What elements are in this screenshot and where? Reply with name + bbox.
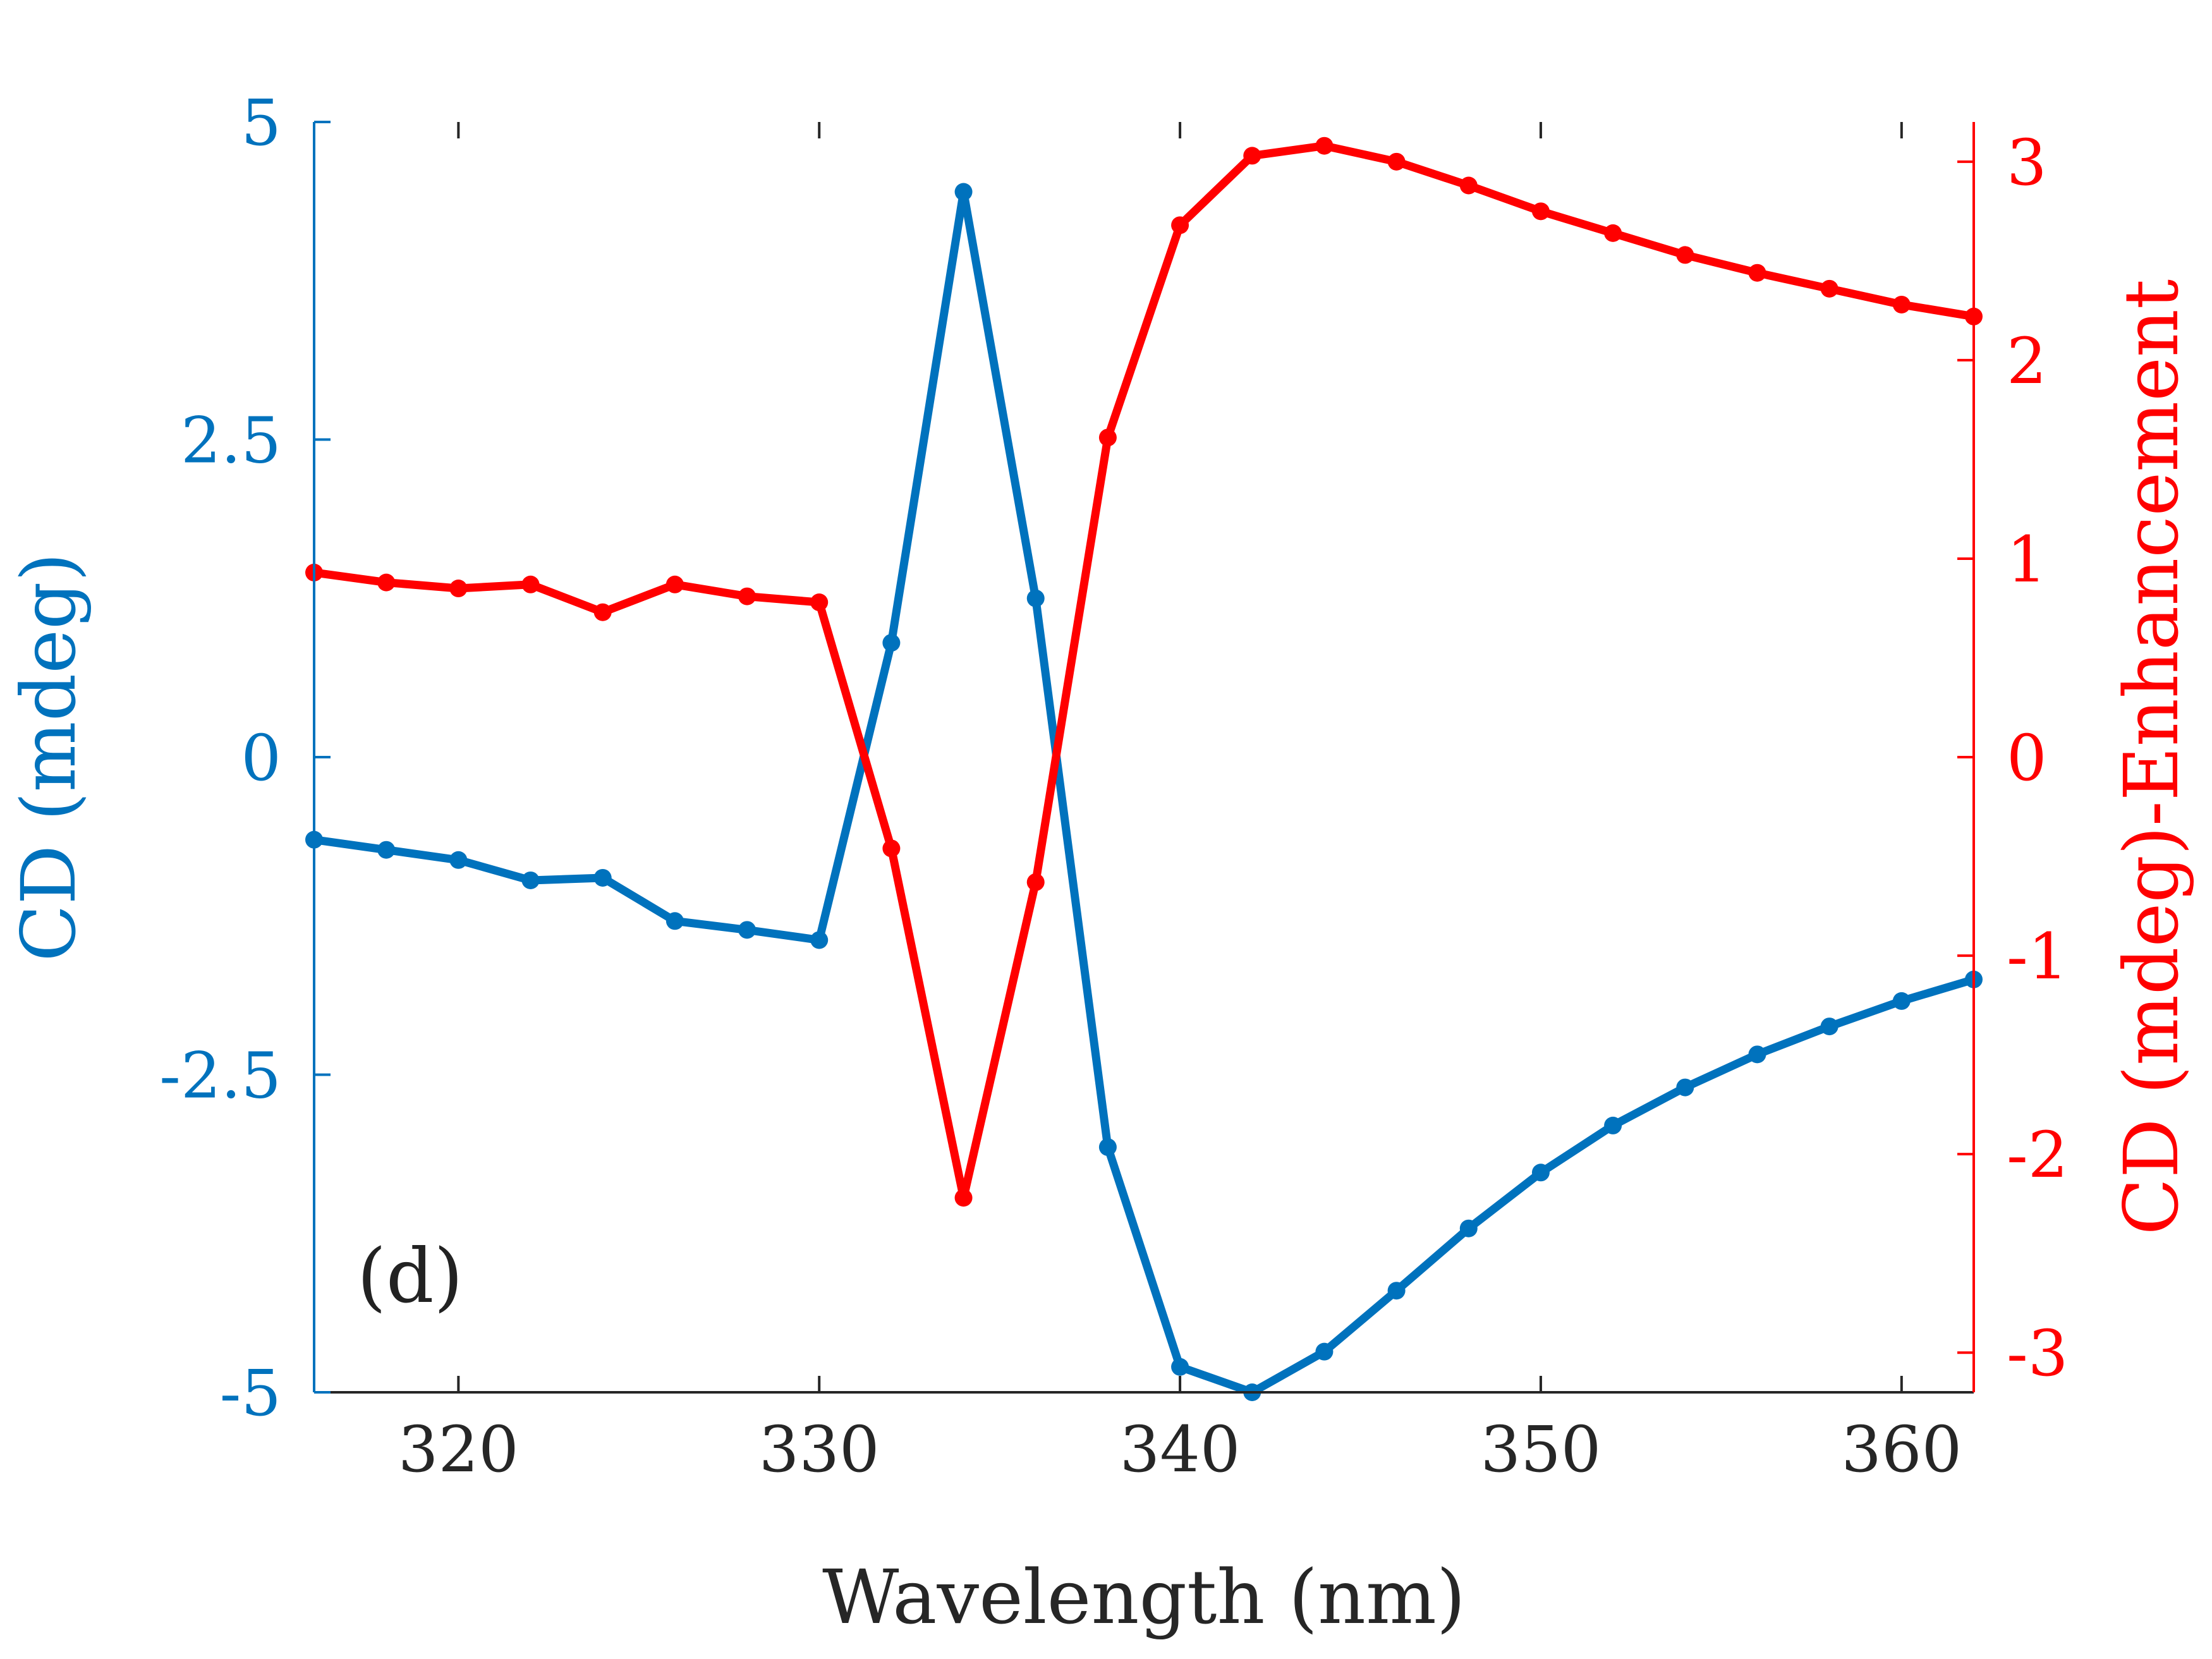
data-point-cd-enhancement xyxy=(1387,152,1406,171)
x-tick-label: 360 xyxy=(1841,1413,1962,1486)
left-axis-title: CD (mdeg) xyxy=(5,552,92,961)
data-point-cd-mdeg xyxy=(1676,1078,1694,1097)
x-axis-title: Wavelength (nm) xyxy=(822,1553,1466,1641)
data-point-cd-mdeg xyxy=(738,921,757,939)
data-point-cd-mdeg xyxy=(1531,1164,1550,1182)
x-tick-label: 340 xyxy=(1120,1413,1241,1486)
data-point-cd-enhancement xyxy=(449,580,468,598)
right-tick-label: 0 xyxy=(2007,721,2047,795)
left-tick-label: -2.5 xyxy=(159,1039,281,1113)
panel-label: (d) xyxy=(357,1232,463,1320)
right-tick-label: -2 xyxy=(2007,1118,2068,1192)
data-point-cd-mdeg xyxy=(1387,1282,1406,1300)
x-tick-label: 350 xyxy=(1481,1413,1601,1486)
data-point-cd-enhancement xyxy=(1098,428,1117,447)
data-point-cd-enhancement xyxy=(738,587,757,605)
data-point-cd-enhancement xyxy=(954,1189,973,1207)
data-point-cd-mdeg xyxy=(1171,1358,1189,1376)
x-tick-label: 320 xyxy=(398,1413,519,1486)
data-point-cd-enhancement xyxy=(1820,279,1838,298)
data-point-cd-mdeg xyxy=(1820,1018,1838,1036)
data-point-cd-enhancement xyxy=(665,575,684,593)
left-tick-label: 0 xyxy=(241,721,281,795)
data-point-cd-enhancement xyxy=(1748,264,1766,282)
x-tick-label: 330 xyxy=(759,1413,880,1486)
data-point-cd-enhancement xyxy=(1676,246,1694,264)
left-tick-label: 5 xyxy=(241,86,281,160)
data-point-cd-mdeg xyxy=(882,634,901,652)
data-point-cd-mdeg xyxy=(954,183,973,201)
data-point-cd-enhancement xyxy=(810,593,829,612)
data-point-cd-enhancement xyxy=(1026,873,1045,891)
ticks-layer: 320 330 340 350 360 -5 -2.5 0 2.5 5 -3 -2 -1 0 1 2 3 xyxy=(159,86,2068,1486)
data-point-cd-mdeg xyxy=(1315,1342,1334,1361)
data-point-cd-mdeg xyxy=(1026,589,1045,607)
data-point-cd-enhancement xyxy=(521,575,540,593)
data-point-cd-mdeg xyxy=(1892,992,1911,1010)
data-point-cd-mdeg xyxy=(1098,1138,1117,1157)
data-point-cd-mdeg xyxy=(593,868,612,887)
data-point-cd-enhancement xyxy=(1892,295,1911,313)
right-tick-label: 2 xyxy=(2007,324,2047,398)
data-point-cd-enhancement xyxy=(1315,137,1334,155)
data-point-cd-enhancement xyxy=(1531,202,1550,221)
series-line-cd-mdeg xyxy=(310,188,1978,1397)
left-tick-label: -5 xyxy=(220,1356,281,1430)
plot-background xyxy=(314,122,1974,1392)
data-point-cd-mdeg xyxy=(449,851,468,869)
data-point-cd-enhancement xyxy=(1243,147,1261,165)
series-line-cd-enhancement xyxy=(310,142,1978,1202)
data-point-cd-mdeg xyxy=(1459,1219,1478,1237)
data-point-cd-enhancement xyxy=(377,573,396,592)
right-tick-label: 3 xyxy=(2007,126,2047,200)
data-point-cd-enhancement xyxy=(882,839,901,858)
data-point-cd-enhancement xyxy=(593,603,612,621)
data-point-cd-mdeg xyxy=(1748,1045,1766,1064)
data-point-cd-mdeg xyxy=(377,841,396,859)
right-tick-label: 1 xyxy=(2007,523,2047,597)
data-point-cd-enhancement xyxy=(1171,216,1189,234)
data-point-cd-enhancement xyxy=(1604,224,1622,242)
right-tick-label: -1 xyxy=(2007,920,2068,994)
data-point-cd-enhancement xyxy=(1459,176,1478,195)
right-axis-title: CD (mdeg)-Enhancement xyxy=(2108,279,2195,1236)
right-tick-label: -3 xyxy=(2007,1316,2068,1390)
data-point-cd-mdeg xyxy=(665,912,684,930)
left-tick-label: 2.5 xyxy=(181,404,281,478)
data-point-cd-mdeg xyxy=(810,931,829,949)
data-point-cd-mdeg xyxy=(521,871,540,889)
data-point-cd-mdeg xyxy=(1604,1116,1622,1134)
